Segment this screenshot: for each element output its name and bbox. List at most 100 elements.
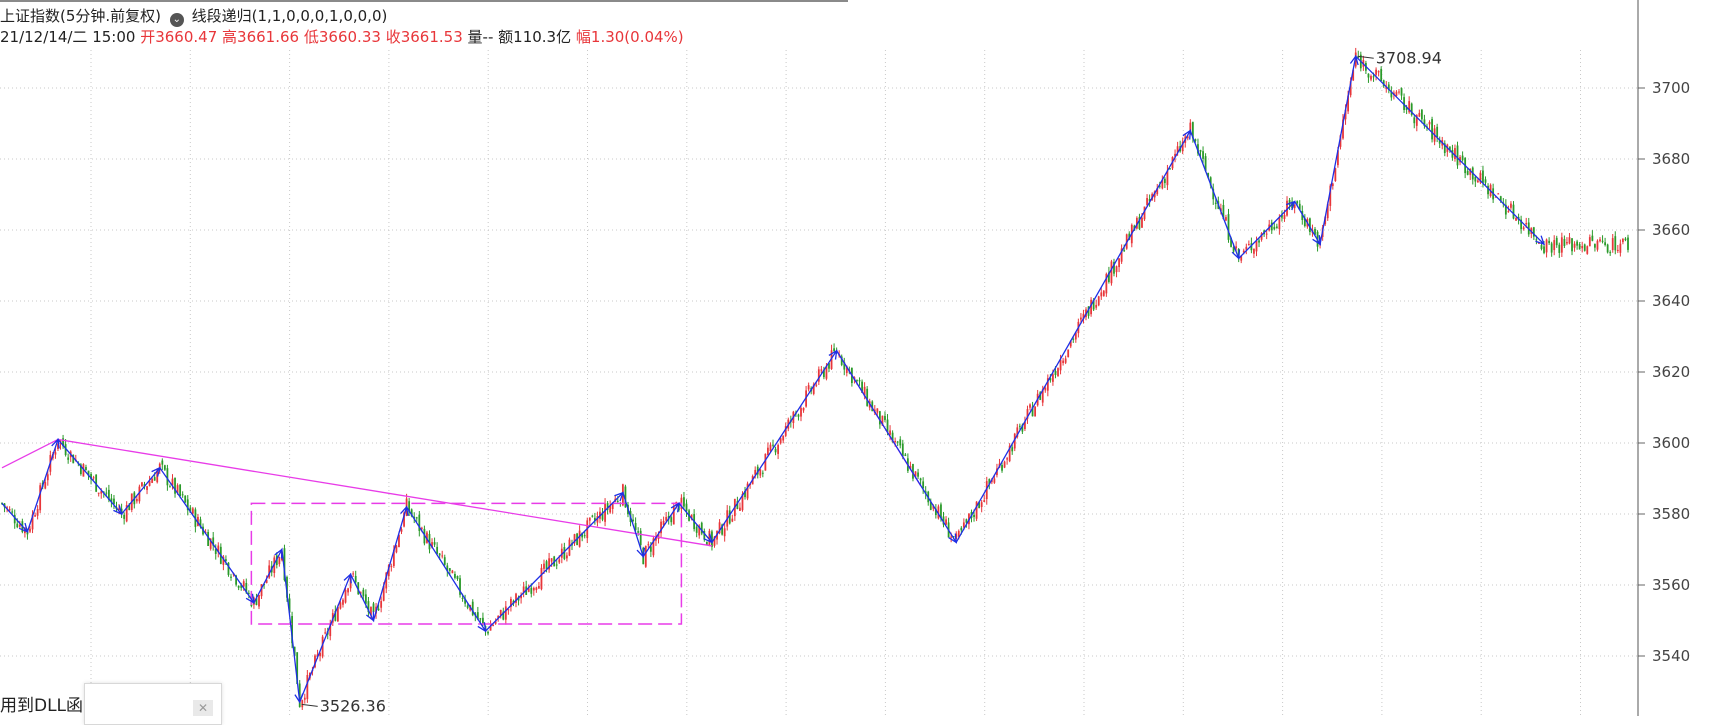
candle-body: [1146, 198, 1148, 206]
candle-body: [535, 587, 538, 590]
candle-body: [1174, 153, 1176, 157]
candle-body: [1258, 240, 1260, 243]
candle-body: [761, 472, 764, 474]
candle-body: [171, 478, 174, 486]
candle-body: [176, 485, 179, 493]
candle-body: [1273, 226, 1276, 230]
low-value: 3660.33: [318, 28, 381, 46]
close-icon[interactable]: ✕: [193, 700, 213, 716]
candle-body: [744, 490, 746, 498]
segment-arrowhead: [113, 505, 123, 516]
candle-body: [708, 530, 711, 546]
candle-body: [1431, 119, 1433, 140]
chart-title[interactable]: 上证指数(5分钟.前复权): [0, 7, 162, 25]
candle-body: [1242, 250, 1245, 253]
candle-body: [1550, 243, 1553, 253]
top-border: [0, 0, 848, 2]
segment-arrowhead: [294, 693, 304, 704]
trend-line-magenta: [1, 438, 59, 469]
candle-body: [146, 486, 148, 490]
candle-body: [265, 579, 268, 583]
candle-body: [1601, 240, 1604, 242]
candle-body: [31, 514, 34, 530]
indicator-name[interactable]: 线段递归(1,1,0,0,0,1,0,0,0): [191, 7, 388, 25]
candle-body: [767, 447, 769, 456]
candle-body: [861, 381, 863, 393]
candle-body: [1003, 461, 1006, 468]
candle-body: [291, 616, 293, 644]
candle-body: [1344, 109, 1347, 120]
candle-body: [1255, 240, 1258, 252]
candle-body: [1214, 202, 1217, 204]
change-value: 1.30(0.04%): [590, 28, 684, 46]
candle-body: [863, 386, 866, 397]
candle-body: [858, 380, 861, 382]
candle-body: [1293, 204, 1296, 209]
candle-body: [545, 561, 548, 569]
candle-body: [487, 631, 489, 634]
candle-body: [1543, 246, 1545, 253]
candle-body: [1314, 228, 1316, 235]
segment-arrowhead: [366, 611, 375, 622]
candle-body: [884, 415, 886, 421]
candle-body: [385, 572, 388, 589]
candle-body: [1138, 217, 1141, 229]
candle-body: [125, 505, 128, 522]
candle-body: [820, 369, 823, 371]
segment-arrowhead: [1285, 200, 1296, 211]
segment-arrowhead: [670, 502, 680, 513]
candle-body: [433, 542, 436, 545]
candle-body: [527, 588, 530, 592]
candle-body: [515, 593, 517, 603]
candle-body: [1087, 306, 1090, 316]
candle-body: [237, 585, 240, 588]
candle-body: [647, 544, 650, 546]
candle-body: [209, 538, 212, 549]
segment-arrowhead: [948, 533, 957, 544]
candle-body: [1479, 172, 1482, 183]
candle-body: [1494, 196, 1497, 198]
candle-body: [54, 452, 57, 455]
candle-body: [1080, 317, 1082, 320]
annotation-leader: [1357, 55, 1374, 59]
candle-body: [1568, 237, 1571, 244]
extreme-value-label: 3708.94: [1376, 48, 1442, 67]
candle-body: [92, 477, 95, 479]
candle-body: [1400, 88, 1403, 96]
candle-body: [466, 605, 469, 608]
candle-body: [711, 531, 713, 547]
candle-body: [632, 519, 634, 522]
candle-body: [34, 515, 36, 517]
candle-body: [492, 624, 495, 626]
candle-body: [1604, 242, 1606, 246]
candle-body: [1352, 69, 1355, 81]
candle-body: [410, 509, 413, 517]
candle-body: [1512, 204, 1515, 219]
candle-body: [522, 586, 525, 593]
candle-body: [1334, 168, 1337, 181]
candle-body: [113, 498, 115, 505]
segment-arrowhead: [1535, 235, 1546, 246]
candle-body: [1535, 239, 1538, 241]
y-tick-label: 3700: [1652, 79, 1690, 97]
candle-body: [741, 494, 744, 511]
candle-body: [1566, 242, 1568, 244]
candle-body: [431, 542, 433, 548]
candle-body: [387, 565, 390, 577]
segment-arrowhead: [274, 548, 283, 559]
segment-arrowhead: [1312, 235, 1321, 246]
candle-body: [817, 369, 820, 382]
candle-body: [731, 518, 734, 522]
amount-label: 额: [498, 28, 514, 46]
candle-body: [736, 501, 739, 509]
candle-body: [64, 444, 67, 456]
candle-body: [685, 503, 688, 512]
dll-hint-text: 用到DLL函: [0, 696, 84, 716]
candle-body: [807, 385, 810, 390]
open-value: 3660.47: [155, 28, 218, 46]
candle-body: [588, 517, 591, 521]
chevron-down-icon[interactable]: ⌄: [169, 13, 184, 27]
candle-body: [922, 481, 925, 489]
candle-body: [1326, 203, 1329, 219]
